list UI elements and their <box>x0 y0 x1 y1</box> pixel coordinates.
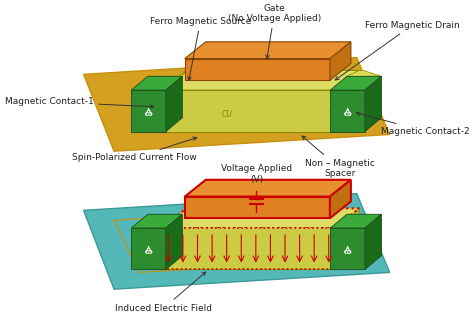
Polygon shape <box>330 42 351 80</box>
Polygon shape <box>335 208 359 269</box>
Polygon shape <box>83 193 390 289</box>
Text: Spin-Polarized Current Flow: Spin-Polarized Current Flow <box>72 137 197 162</box>
Text: CO: CO <box>343 250 352 255</box>
Polygon shape <box>185 196 330 218</box>
Polygon shape <box>162 208 359 228</box>
Polygon shape <box>335 70 359 132</box>
Polygon shape <box>185 180 351 196</box>
Polygon shape <box>365 214 382 269</box>
Text: CO: CO <box>144 112 153 117</box>
Polygon shape <box>330 228 365 269</box>
Polygon shape <box>162 70 359 90</box>
Text: CU: CU <box>222 248 233 257</box>
Polygon shape <box>166 76 182 132</box>
Text: Ferro Magnetic Source: Ferro Magnetic Source <box>150 17 251 80</box>
Polygon shape <box>365 76 382 132</box>
Text: CO: CO <box>144 250 153 255</box>
Polygon shape <box>131 90 166 132</box>
Polygon shape <box>162 90 335 132</box>
Polygon shape <box>162 228 335 269</box>
Text: Voltage Applied
(V): Voltage Applied (V) <box>221 164 292 184</box>
Text: Magnetic Contact-1: Magnetic Contact-1 <box>5 97 154 108</box>
Polygon shape <box>83 58 390 151</box>
Text: Induced Electric Field: Induced Electric Field <box>115 272 212 313</box>
Polygon shape <box>330 214 382 228</box>
Text: Ferro Magnetic Drain: Ferro Magnetic Drain <box>335 21 460 80</box>
Polygon shape <box>330 76 382 90</box>
Text: Magnetic Contact-2: Magnetic Contact-2 <box>356 112 470 136</box>
Polygon shape <box>148 70 186 84</box>
Polygon shape <box>330 90 365 132</box>
Polygon shape <box>162 228 335 269</box>
Polygon shape <box>166 214 182 269</box>
Polygon shape <box>347 70 382 76</box>
Text: Gate
(No Voltage Applied): Gate (No Voltage Applied) <box>228 4 321 59</box>
Polygon shape <box>330 180 351 218</box>
Polygon shape <box>185 42 351 59</box>
Polygon shape <box>131 76 182 90</box>
Text: CO: CO <box>343 112 352 117</box>
Text: CU: CU <box>222 111 233 119</box>
Polygon shape <box>131 228 166 269</box>
Text: Non – Magnetic
Spacer: Non – Magnetic Spacer <box>302 136 375 179</box>
Polygon shape <box>185 59 330 80</box>
Polygon shape <box>162 208 359 228</box>
Polygon shape <box>131 214 182 228</box>
